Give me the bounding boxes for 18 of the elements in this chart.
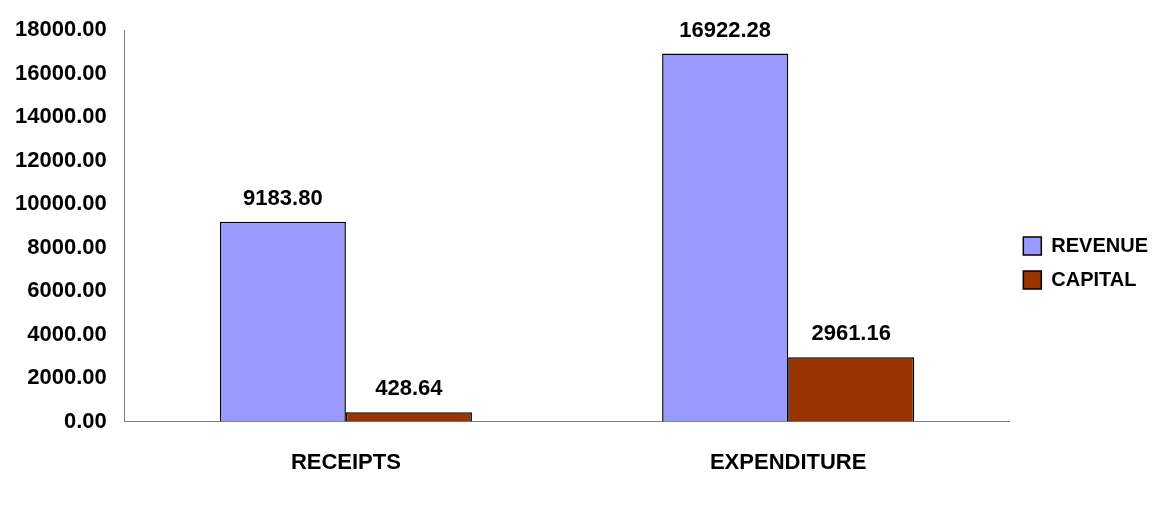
x-tick-label: RECEIPTS xyxy=(290,448,401,474)
y-tick-label: 0.00 xyxy=(63,407,107,433)
y-tick-label: 12000.00 xyxy=(14,146,107,172)
data-label: 2961.16 xyxy=(811,320,891,346)
data-label: 428.64 xyxy=(375,375,444,401)
y-tick-label: 18000.00 xyxy=(14,16,107,42)
legend-label: CAPITAL xyxy=(1051,267,1137,290)
legend-label: REVENUE xyxy=(1051,233,1149,256)
y-tick-label: 16000.00 xyxy=(14,59,107,85)
y-tick-label: 2000.00 xyxy=(27,364,107,390)
data-label: 9183.80 xyxy=(243,184,323,210)
y-tick-label: 6000.00 xyxy=(27,277,107,303)
y-tick-label: 8000.00 xyxy=(27,233,107,259)
x-tick-label: EXPENDITURE xyxy=(709,448,867,474)
y-tick-label: 14000.00 xyxy=(14,103,107,129)
y-tick-label: 10000.00 xyxy=(14,190,107,216)
y-tick-label: 4000.00 xyxy=(27,320,107,346)
data-label: 16922.28 xyxy=(679,16,772,42)
